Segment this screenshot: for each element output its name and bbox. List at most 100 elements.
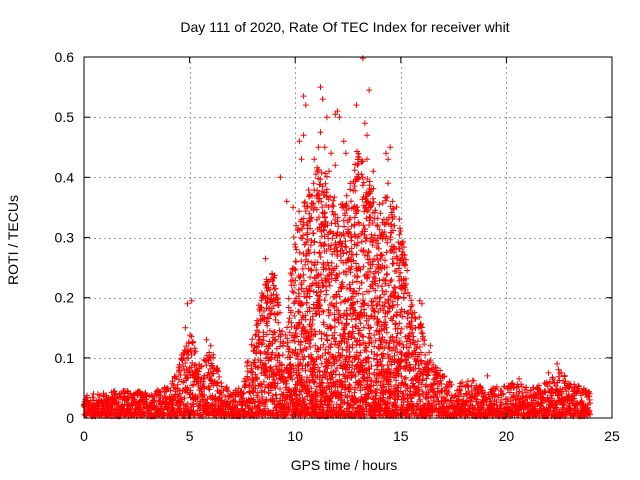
data-point [319, 352, 326, 359]
data-point [285, 304, 292, 311]
x-tick-label: 5 [186, 428, 194, 444]
data-point [342, 243, 349, 250]
data-point [293, 353, 300, 359]
data-point [350, 293, 356, 300]
data-point [269, 392, 276, 399]
data-point [314, 259, 321, 266]
data-point [385, 220, 392, 227]
data-point [367, 265, 374, 272]
y-axis-label: ROTI / TECUs [5, 195, 21, 285]
data-point [324, 365, 331, 372]
data-point [334, 274, 341, 280]
data-point [272, 285, 279, 292]
data-point [300, 232, 307, 239]
data-point [271, 328, 277, 335]
data-point [397, 257, 403, 264]
data-point [260, 337, 267, 344]
data-point [171, 395, 178, 402]
data-point [402, 282, 408, 289]
data-point [276, 352, 283, 359]
data-point [442, 397, 449, 404]
data-point [404, 309, 411, 316]
data-point [345, 296, 352, 303]
data-point [293, 246, 300, 253]
data-point [343, 244, 350, 251]
data-point [376, 201, 383, 208]
data-point [288, 271, 295, 278]
data-point [335, 288, 342, 295]
data-point [382, 257, 388, 264]
data-point [394, 301, 401, 308]
data-point [311, 328, 318, 335]
data-point [291, 265, 298, 272]
data-point [305, 246, 312, 253]
data-point [304, 229, 311, 236]
data-point [375, 240, 382, 247]
data-point [287, 309, 294, 316]
data-point [336, 114, 343, 121]
data-point [300, 324, 307, 331]
data-point [287, 354, 294, 361]
data-point [298, 156, 305, 163]
data-point [291, 282, 297, 289]
data-point [379, 252, 386, 259]
data-point [207, 342, 214, 349]
data-point [396, 231, 403, 238]
data-point [355, 175, 362, 182]
data-point [353, 242, 360, 249]
data-point [295, 401, 302, 408]
data-point [348, 263, 355, 270]
data-point [339, 283, 346, 290]
data-point [183, 343, 190, 350]
data-point [364, 208, 370, 215]
data-point [402, 262, 409, 269]
data-point [519, 389, 526, 396]
data-point [309, 200, 316, 207]
data-point [182, 360, 189, 366]
data-point [354, 176, 361, 183]
data-point [561, 373, 568, 380]
data-point [176, 366, 183, 372]
data-point [385, 365, 392, 372]
data-point [352, 309, 359, 316]
data-point [419, 388, 426, 395]
data-point [404, 267, 411, 274]
data-point [366, 288, 372, 295]
data-point [355, 219, 362, 226]
data-point [506, 389, 513, 396]
data-point [327, 246, 334, 253]
data-point [316, 368, 323, 374]
data-point [382, 319, 389, 326]
data-point [578, 392, 584, 399]
data-point [334, 365, 340, 371]
data-point [374, 223, 381, 230]
data-point [289, 288, 296, 295]
data-point [328, 399, 335, 405]
data-point [516, 375, 523, 382]
data-point [406, 367, 413, 374]
data-point [351, 183, 358, 190]
data-point [389, 317, 396, 324]
data-point [342, 212, 349, 219]
data-point [313, 266, 320, 273]
data-point [214, 365, 221, 371]
data-point [484, 372, 491, 379]
data-point [317, 239, 323, 246]
data-point [397, 240, 404, 247]
data-point [385, 180, 392, 187]
data-point [359, 362, 366, 369]
data-point [394, 367, 401, 374]
data-point [558, 390, 565, 397]
data-point [542, 389, 549, 396]
data-point [382, 313, 389, 320]
data-point [385, 308, 392, 315]
data-point [276, 327, 283, 334]
data-point [398, 373, 405, 380]
data-point [185, 355, 192, 362]
data-point [402, 374, 409, 381]
data-point [342, 365, 349, 372]
data-point [315, 214, 322, 221]
data-point [578, 398, 585, 405]
data-point [406, 361, 413, 368]
data-point [212, 393, 219, 400]
